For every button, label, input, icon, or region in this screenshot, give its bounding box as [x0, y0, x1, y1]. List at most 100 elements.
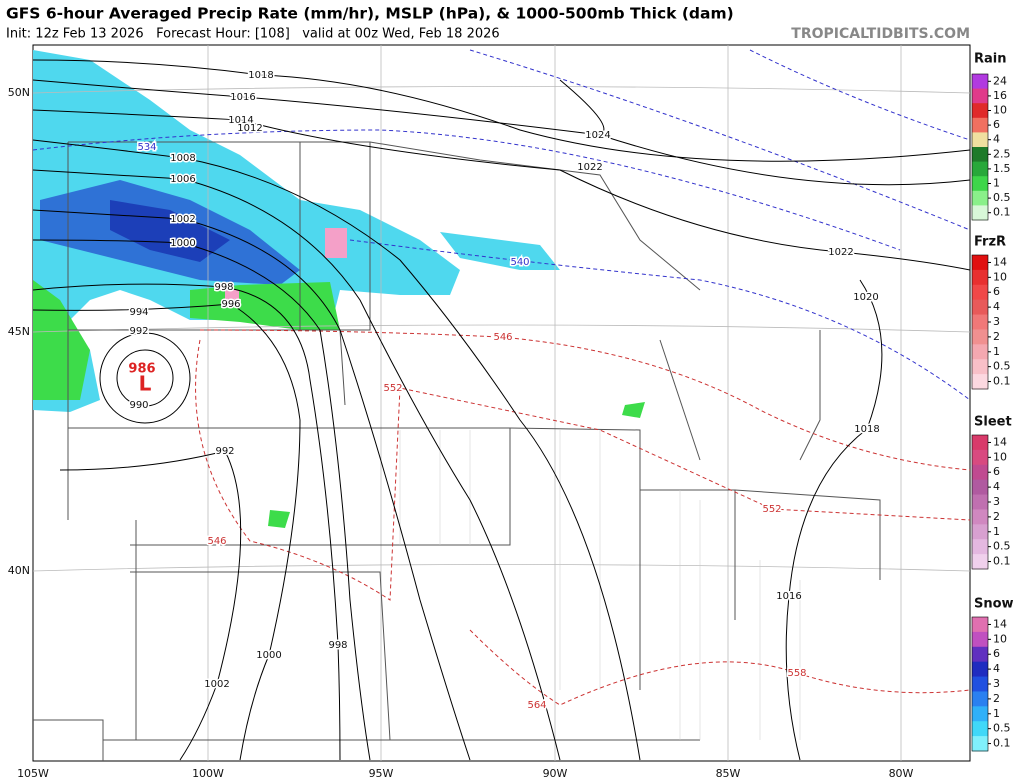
thickness-label: 564 [527, 700, 546, 711]
legend-swatch [972, 190, 988, 206]
legend-swatch [972, 269, 988, 286]
legend-tick-label: 6 [993, 118, 1000, 131]
legend-swatch [972, 147, 988, 163]
legend-tick-label: 6 [993, 285, 1000, 298]
legend-swatch [972, 374, 988, 390]
isobar-label: 1020 [853, 292, 878, 303]
isobar-label: 1022 [577, 162, 602, 173]
isobar-label: 990 [129, 400, 148, 411]
lat-label: 50N [8, 86, 30, 99]
isobar-label: 1006 [170, 174, 195, 185]
legend-title: Rain [974, 52, 1007, 67]
legend-tick-label: 16 [993, 89, 1007, 102]
legend-swatch [972, 554, 988, 570]
legend-swatch [972, 132, 988, 148]
map-frame [32, 44, 971, 762]
low-center-label: L [139, 372, 152, 396]
legend-tick-label: 1 [993, 177, 1000, 190]
lon-label: 80W [889, 767, 914, 780]
legend-tick-label: 2 [993, 692, 1000, 705]
legend-tick-label: 4 [993, 480, 1000, 493]
isobar-label: 992 [215, 446, 234, 457]
legend-swatch [972, 676, 988, 692]
legend-swatch [972, 631, 988, 648]
legend-swatch [972, 691, 988, 707]
thickness-label: 552 [383, 383, 402, 394]
legend-tick-label: 1.5 [993, 162, 1011, 175]
legend-swatch [972, 74, 988, 90]
legend-tick-label: 6 [993, 647, 1000, 660]
legend-swatch [972, 329, 988, 345]
thickness-label: 552 [762, 504, 781, 515]
legend-tick-label: 4 [993, 133, 1000, 146]
isobar-label: 1018 [248, 70, 273, 81]
legend-bar-frame [971, 254, 989, 390]
lon-label: 100W [192, 767, 224, 780]
legend-tick-label: 14 [993, 617, 1007, 630]
legend-tick-label: 0.5 [993, 360, 1011, 373]
legend-tick-label: 10 [993, 104, 1007, 117]
thickness-label: 546 [493, 332, 512, 343]
legend-swatch [972, 721, 988, 737]
legend-swatch [972, 524, 988, 540]
isobar-label: 1000 [170, 238, 195, 249]
isobar-label: 996 [221, 299, 240, 310]
legend-swatch [972, 117, 988, 133]
legend-tick-label: 0.5 [993, 540, 1011, 553]
title: GFS 6-hour Averaged Precip Rate (mm/hr),… [6, 5, 734, 23]
legend-swatch [972, 479, 988, 496]
legend-bar-frame [971, 616, 989, 752]
legend-tick-label: 0.1 [993, 737, 1011, 750]
legend-swatch [972, 314, 988, 330]
thickness-label: 540 [510, 257, 529, 268]
legend-bar-frame [971, 73, 989, 221]
isobar-label: 1002 [170, 214, 195, 225]
legend-swatch [972, 161, 988, 177]
isobar-label: 1024 [585, 130, 610, 141]
legend-swatch [972, 103, 988, 119]
legend-tick-label: 1 [993, 525, 1000, 538]
legend-swatch [972, 359, 988, 375]
legend-tick-label: 2 [993, 510, 1000, 523]
legend-tick-label: 6 [993, 465, 1000, 478]
thickness-label: 558 [787, 668, 806, 679]
legend-tick-label: 1 [993, 707, 1000, 720]
lat-label: 45N [8, 325, 30, 338]
isobar-label: 1012 [237, 123, 262, 134]
legend-tick-label: 1 [993, 345, 1000, 358]
legend-swatch [972, 539, 988, 555]
legend-title: Sleet [974, 415, 1012, 430]
legend-tick-label: 4 [993, 300, 1000, 313]
legend-tick-label: 0.5 [993, 722, 1011, 735]
thickness-label: 534 [137, 142, 156, 153]
legend-tick-label: 4 [993, 662, 1000, 675]
legend-swatch [972, 706, 988, 722]
lon-label: 90W [543, 767, 568, 780]
subtitle: Init: 12z Feb 13 2026 Forecast Hour: [10… [6, 27, 500, 42]
lat-label: 40N [8, 564, 30, 577]
legend-swatch [972, 509, 988, 525]
isobar-label: 1008 [170, 153, 195, 164]
legend-swatch [972, 617, 988, 633]
thickness-label: 546 [207, 536, 226, 547]
legend-swatch [972, 646, 988, 663]
isobar-label: 1016 [776, 591, 801, 602]
lon-label: 95W [369, 767, 394, 780]
isobar-label: 1002 [204, 679, 229, 690]
isobar-label: 994 [129, 307, 148, 318]
legend-tick-label: 10 [993, 270, 1007, 283]
legend-swatch [972, 284, 988, 301]
isobar-label: 998 [328, 640, 347, 651]
legend-swatch [972, 661, 988, 678]
isobar-label: 1000 [256, 650, 281, 661]
legend-title: FrzR [974, 235, 1006, 250]
legend-tick-label: 0.1 [993, 375, 1011, 388]
legend-title: Snow [974, 597, 1014, 612]
legend-tick-label: 24 [993, 74, 1007, 87]
isobar-label: 992 [129, 326, 148, 337]
legend-tick-label: 10 [993, 632, 1007, 645]
isobar-label: 998 [214, 282, 233, 293]
legend-swatch [972, 344, 988, 360]
